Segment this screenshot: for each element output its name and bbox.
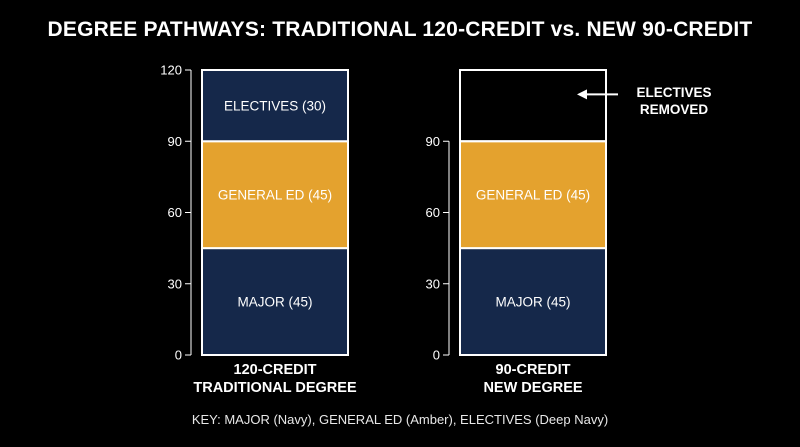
segment-label-general-ed: GENERAL ED (45) (218, 188, 332, 203)
bar-segment-general-ed (459, 140, 607, 250)
category-label-line: 90-CREDIT (496, 362, 571, 378)
annotation-label-line: ELECTIVES (636, 85, 711, 100)
segment-label-major: MAJOR (45) (237, 295, 312, 310)
y-tick-label: 30 (168, 276, 182, 291)
color-key: KEY: MAJOR (Navy), GENERAL ED (Amber), E… (191, 412, 609, 427)
y-tick-label: 90 (426, 134, 440, 149)
removed-electives-outline (459, 69, 607, 143)
segment-label-general-ed: GENERAL ED (45) (476, 188, 590, 203)
y-tick-label: 0 (175, 348, 182, 363)
segment-label-electives: ELECTIVES (30) (224, 99, 326, 114)
y-tick-label: 120 (160, 63, 182, 78)
segment-label-major: MAJOR (45) (495, 295, 570, 310)
y-tick-label: 60 (168, 205, 182, 220)
bar-segment-electives (201, 69, 349, 143)
chart-title: DEGREE PATHWAYS: TRADITIONAL 120-CREDIT … (47, 18, 753, 41)
annotation-arrowhead-icon (577, 89, 587, 100)
bar-segment-general-ed (201, 140, 349, 250)
category-label-line: 120-CREDIT (234, 362, 317, 378)
y-tick-label: 30 (426, 276, 440, 291)
y-tick-label: 0 (433, 348, 440, 363)
y-tick-label: 90 (168, 134, 182, 149)
category-label-line: TRADITIONAL DEGREE (193, 380, 357, 396)
category-label-line: NEW DEGREE (483, 380, 582, 396)
annotation-label-line: REMOVED (640, 102, 709, 117)
bar-segment-major (201, 247, 349, 356)
y-tick-label: 60 (426, 205, 440, 220)
bar-segment-major (459, 247, 607, 356)
